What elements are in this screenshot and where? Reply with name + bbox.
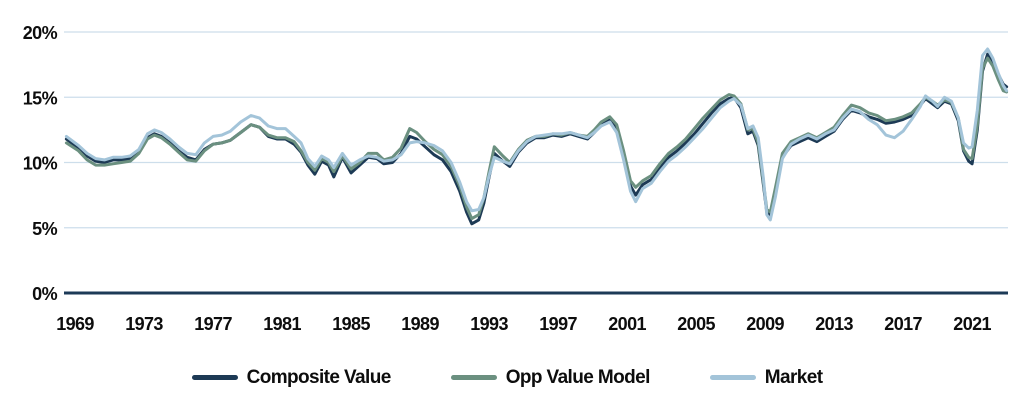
x-tick-label: 2017	[884, 314, 922, 334]
x-tick-label: 2009	[746, 314, 784, 334]
series-line-market	[64, 47, 1009, 222]
x-tick-label: 1973	[125, 314, 163, 334]
legend-swatch-icon	[709, 375, 756, 380]
y-tick-label: 0%	[32, 284, 57, 304]
chart-legend: Composite Value Opp Value Model Market	[0, 368, 1014, 387]
x-tick-label: 1997	[539, 314, 577, 334]
legend-label: Opp Value Model	[505, 367, 651, 388]
x-tick-label: 1993	[470, 314, 508, 334]
x-tick-label: 1989	[401, 314, 439, 334]
x-tick-label: 1985	[332, 314, 370, 334]
x-tick-label: 2001	[608, 314, 646, 334]
x-tick-label: 2013	[815, 314, 853, 334]
y-tick-label: 10%	[23, 154, 58, 174]
legend-item-composite-value: Composite Value	[191, 367, 392, 388]
legend-label: Market	[764, 367, 823, 388]
y-tick-label: 5%	[32, 219, 57, 239]
legend-item-opp-value-model: Opp Value Model	[450, 367, 651, 388]
legend-swatch-icon	[450, 375, 497, 380]
x-tick-label: 1977	[194, 314, 232, 334]
legend-swatch-icon	[191, 375, 238, 380]
legend-item-market: Market	[709, 367, 823, 388]
x-tick-label: 1969	[56, 314, 94, 334]
x-tick-label: 2005	[677, 314, 715, 334]
x-tick-label: 2021	[953, 314, 991, 334]
legend-label: Composite Value	[246, 367, 392, 388]
y-tick-label: 20%	[23, 23, 58, 43]
y-tick-label: 15%	[23, 88, 58, 108]
x-tick-label: 1981	[263, 314, 301, 334]
